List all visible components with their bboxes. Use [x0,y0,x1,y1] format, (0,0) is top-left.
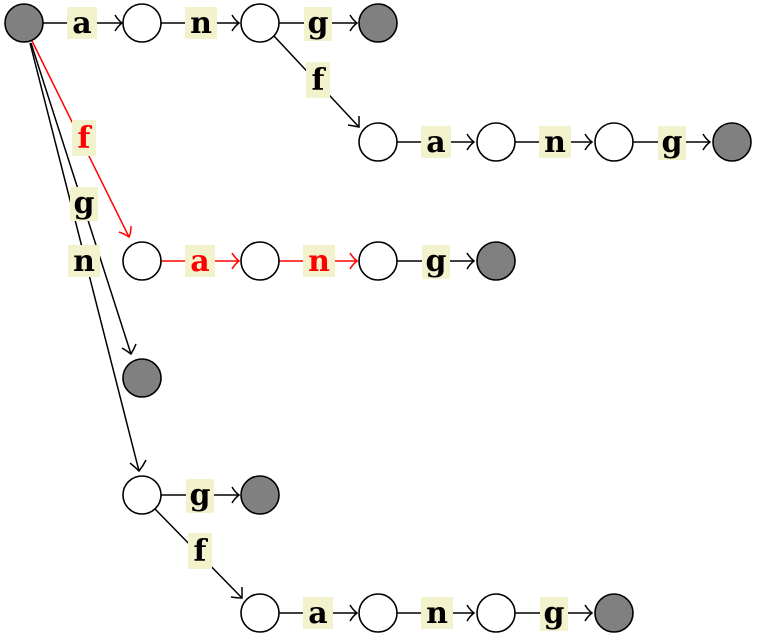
state-node [594,122,634,162]
edge-label-a: a [308,596,327,631]
label-background [185,7,217,39]
arrowhead-down [129,459,147,473]
edge-label-g: g [544,596,565,631]
arrowhead-right [349,604,359,622]
label-background [72,120,96,156]
label-background [186,479,214,513]
label-background [539,126,571,158]
edge-labels: a n g f a n g f g n a n g g f a [67,6,686,631]
final-state-node [240,475,280,515]
state-node [358,122,398,162]
state-node [240,241,280,281]
arrowhead-down [121,343,137,356]
edge-label-n: n [426,596,448,631]
state-node [240,3,280,43]
final-state-node [476,241,516,281]
final-state-node [712,122,752,162]
arrowhead-right [466,252,476,270]
state-node [240,593,280,633]
edges [29,22,710,614]
edge-label-n-highlight: n [308,244,330,279]
edge-label-g: g [662,125,683,160]
label-background [70,187,98,221]
arrowhead-highlight [349,252,359,270]
edge-label-f-highlight: f [78,121,93,156]
arrowhead-right [702,133,712,151]
edge-label-a: a [426,125,445,160]
label-background [421,597,453,629]
arrowhead-diag [230,587,243,599]
arrowhead-diag [347,116,360,128]
arrowhead-right [231,14,241,32]
state-node [122,241,162,281]
label-background [540,597,568,631]
arrowhead-highlight [231,252,241,270]
edge-label-g: g [308,6,329,41]
edge-label-g: g [426,244,447,279]
label-background [306,62,330,98]
label-background [422,245,450,279]
label-background [304,7,332,41]
final-state-node [358,3,398,43]
label-background [421,126,451,158]
edge-label-f: f [194,534,209,569]
edge-label-n: n [544,125,566,160]
arrowhead-right [231,486,241,504]
nodes [4,3,752,633]
label-background [303,245,335,277]
edge-label-f: f [312,63,327,98]
edge-label-a-highlight: a [190,244,209,279]
arrowhead-right [584,133,594,151]
arrowhead-right [466,604,476,622]
final-state-node [122,358,162,398]
state-node [476,122,516,162]
root-node [4,3,44,43]
state-node [476,593,516,633]
label-background [658,126,686,160]
label-background [67,7,97,39]
state-node [358,241,398,281]
arrowhead-right [349,14,359,32]
label-background [188,533,212,569]
edge-label-n: n [73,244,95,279]
arrowhead-right [466,133,476,151]
label-background [68,245,100,277]
state-node [122,475,162,515]
edge-label-n: n [190,6,212,41]
label-background [303,597,333,629]
edge-label-g: g [74,186,95,221]
arrowhead-right [114,14,124,32]
edge-label-a: a [72,6,91,41]
state-node [358,593,398,633]
final-state-node [594,593,634,633]
label-background [185,245,215,277]
arrowheads [114,14,712,622]
edge-label-g: g [190,478,211,513]
arrowhead-right [584,604,594,622]
arrowhead-highlight [118,225,132,239]
state-node [122,3,162,43]
